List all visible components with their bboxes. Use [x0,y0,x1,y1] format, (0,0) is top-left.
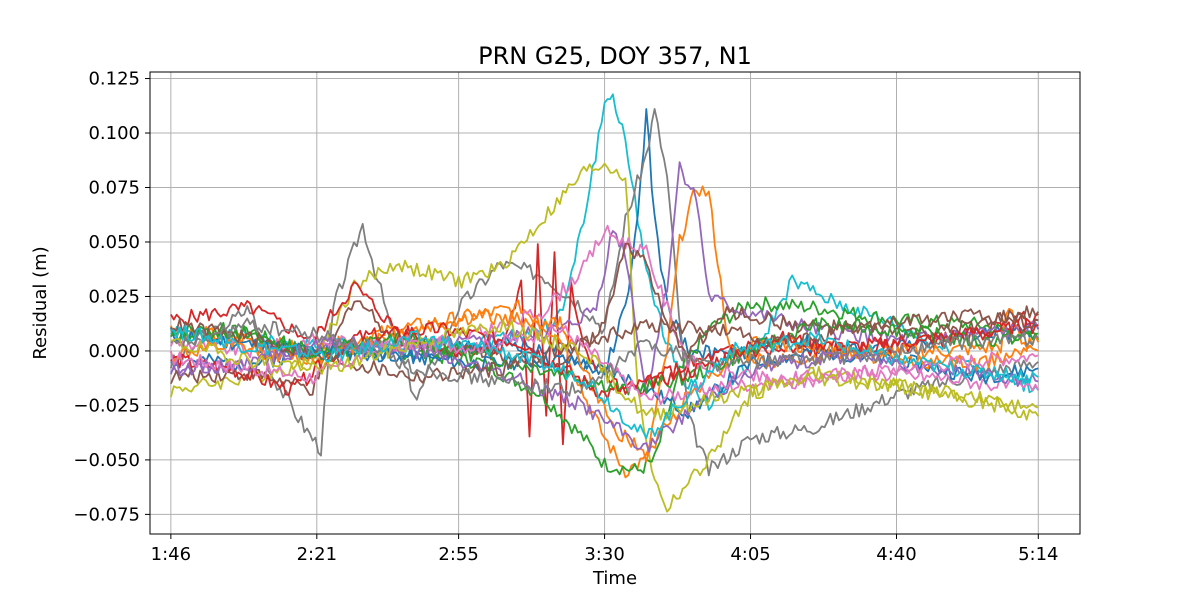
x-tick-label: 1:46 [151,544,191,565]
x-tick-label: 2:55 [438,544,478,565]
y-tick-label: −0.050 [73,450,140,471]
x-tick-label: 4:40 [876,544,916,565]
series-line [170,224,1040,392]
x-tick-label: 2:21 [297,544,337,565]
series-line [170,317,1039,400]
x-tick-label: 3:30 [584,544,624,565]
y-tick-label: 0.075 [88,178,140,199]
y-axis-label: Residual (m) [30,246,51,359]
y-tick-label: 0.125 [88,69,140,90]
y-tick-label: 0.050 [88,232,140,253]
series-line [170,317,1039,396]
y-tick-label: 0.100 [88,123,140,144]
series-line [170,308,1039,384]
x-tick-label: 4:05 [730,544,770,565]
chart-title: PRN G25, DOY 357, N1 [478,42,752,70]
series-line [170,323,1039,406]
series-group [170,93,1040,513]
series-line [170,334,1039,453]
axis-ticks: 1:46 2:21 2:55 3:30 4:05 4:40 5:14 0.125 0.100 0.… [73,69,1058,565]
plot-frame [149,71,1081,535]
y-tick-label: 0.025 [88,286,140,307]
series-line [170,93,1040,411]
y-tick-label: −0.075 [73,504,140,525]
y-tick-label: −0.025 [73,395,140,416]
series-line [170,324,1039,440]
series-line [170,317,1039,397]
y-tick-label: 0.000 [88,341,140,362]
x-axis-label: Time [592,568,637,589]
x-tick-label: 5:14 [1018,544,1058,565]
series-line [170,319,1039,421]
